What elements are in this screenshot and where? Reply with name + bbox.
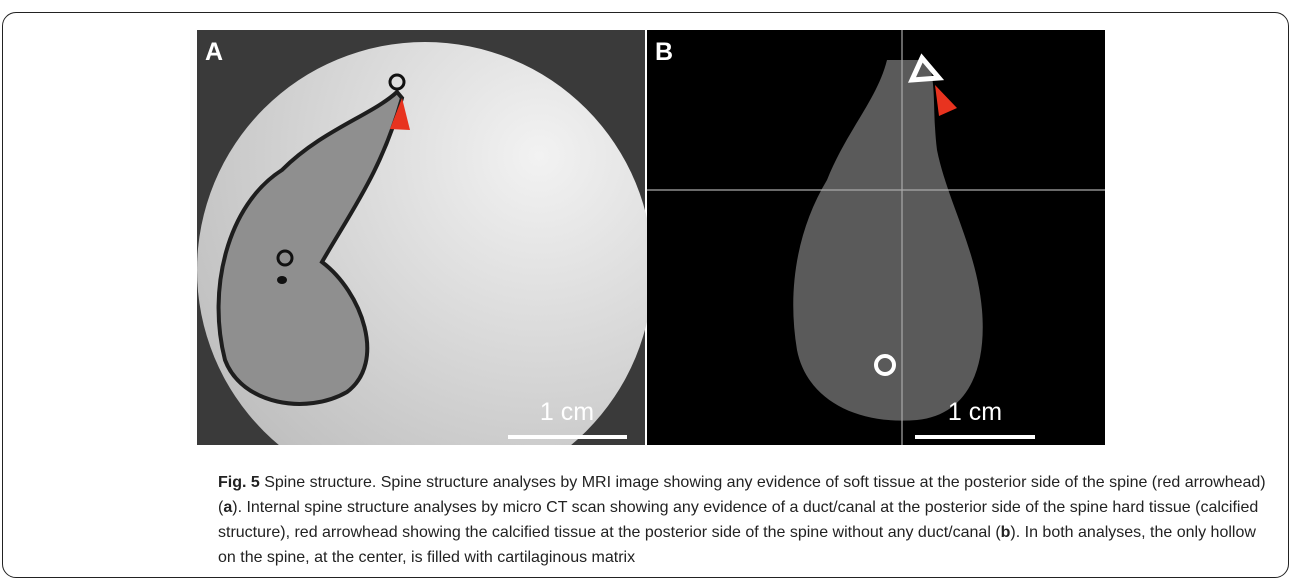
page: A 1 cm B 1 cm Fig. 5 Spine structure. Sp… <box>0 0 1293 582</box>
caption-text: b <box>1001 524 1011 541</box>
scale-bar-label: 1 cm <box>948 398 1002 426</box>
panel-label: B <box>655 38 673 66</box>
panel-b: B 1 cm <box>647 30 1105 445</box>
figure-caption: Fig. 5 Spine structure. Spine structure … <box>218 470 1273 570</box>
panel-label: A <box>205 38 223 66</box>
figure-panels: A 1 cm B 1 cm <box>197 30 1105 445</box>
panel-a: A 1 cm <box>197 30 653 445</box>
figure-label: Fig. 5 <box>218 474 260 491</box>
caption-text: a <box>223 499 232 516</box>
scale-bar-label: 1 cm <box>540 398 594 426</box>
